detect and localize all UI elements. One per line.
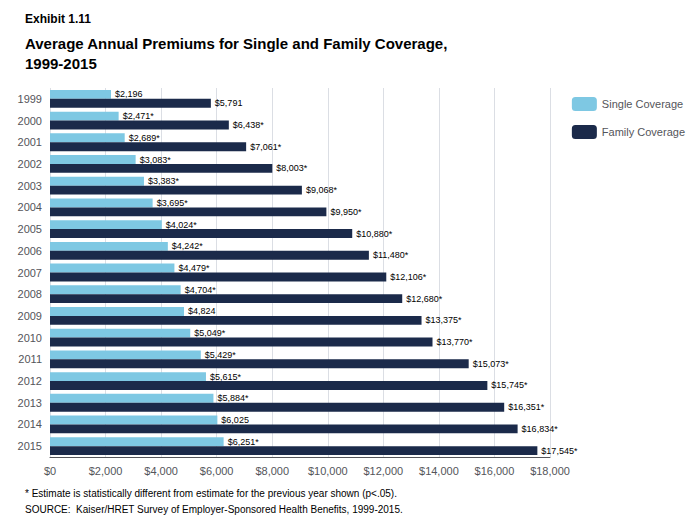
svg-text:$6,251*: $6,251* — [228, 437, 260, 447]
svg-text:$4,824: $4,824 — [188, 306, 216, 316]
svg-text:$12,000: $12,000 — [363, 465, 403, 477]
svg-text:2012: 2012 — [18, 375, 42, 387]
svg-text:2008: 2008 — [18, 288, 42, 300]
svg-text:2001: 2001 — [18, 136, 42, 148]
svg-text:Single Coverage: Single Coverage — [602, 98, 683, 110]
svg-text:$15,745*: $15,745* — [491, 380, 528, 390]
svg-text:$2,000: $2,000 — [89, 465, 123, 477]
svg-text:$16,834*: $16,834* — [522, 424, 559, 434]
svg-text:$2,471*: $2,471* — [123, 111, 155, 121]
svg-text:2015: 2015 — [18, 440, 42, 452]
svg-text:$15,073*: $15,073* — [473, 359, 510, 369]
svg-text:$4,024*: $4,024* — [166, 220, 198, 230]
svg-text:Average Annual Premiums for Si: Average Annual Premiums for Single and F… — [25, 35, 447, 52]
svg-text:2014: 2014 — [18, 418, 42, 430]
svg-text:2011: 2011 — [18, 353, 42, 365]
svg-text:$16,000: $16,000 — [475, 465, 515, 477]
svg-text:$10,880*: $10,880* — [356, 229, 393, 239]
svg-text:2007: 2007 — [18, 267, 42, 279]
svg-text:$0: $0 — [44, 465, 56, 477]
svg-text:$13,375*: $13,375* — [426, 315, 463, 325]
svg-text:$6,025: $6,025 — [221, 415, 249, 425]
svg-text:$4,000: $4,000 — [144, 465, 178, 477]
svg-text:$7,061*: $7,061* — [250, 142, 282, 152]
svg-text:2000: 2000 — [18, 115, 42, 127]
svg-text:2006: 2006 — [18, 245, 42, 257]
svg-text:$5,429*: $5,429* — [205, 350, 237, 360]
svg-text:Family Coverage: Family Coverage — [602, 126, 685, 138]
svg-text:2002: 2002 — [18, 158, 42, 170]
svg-text:$4,242*: $4,242* — [172, 241, 204, 251]
svg-text:2013: 2013 — [18, 397, 42, 409]
svg-text:$4,479*: $4,479* — [178, 263, 210, 273]
svg-text:2010: 2010 — [18, 332, 42, 344]
svg-text:$6,438*: $6,438* — [233, 120, 265, 130]
svg-text:2009: 2009 — [18, 310, 42, 322]
svg-text:$2,689*: $2,689* — [129, 133, 161, 143]
svg-text:2005: 2005 — [18, 223, 42, 235]
svg-text:SOURCE: Kaiser/HRET Survey of: SOURCE: Kaiser/HRET Survey of Employer-S… — [25, 504, 403, 515]
svg-text:$3,695*: $3,695* — [157, 198, 189, 208]
svg-text:$10,000: $10,000 — [308, 465, 348, 477]
svg-text:$9,950*: $9,950* — [330, 207, 362, 217]
svg-text:$5,791: $5,791 — [215, 98, 243, 108]
svg-text:$16,351*: $16,351* — [508, 402, 545, 412]
svg-text:$18,000: $18,000 — [530, 465, 570, 477]
svg-text:$4,704*: $4,704* — [185, 285, 217, 295]
svg-text:$6,000: $6,000 — [200, 465, 234, 477]
svg-text:$5,884*: $5,884* — [217, 393, 249, 403]
svg-text:$5,049*: $5,049* — [194, 328, 226, 338]
svg-text:$8,000: $8,000 — [255, 465, 289, 477]
svg-text:$5,615*: $5,615* — [210, 372, 242, 382]
svg-text:* Estimate is statistically di: * Estimate is statistically different fr… — [25, 488, 397, 499]
svg-text:$12,106*: $12,106* — [390, 272, 427, 282]
svg-text:2003: 2003 — [18, 180, 42, 192]
svg-text:$13,770*: $13,770* — [437, 337, 474, 347]
svg-text:$3,383*: $3,383* — [148, 176, 180, 186]
svg-text:1999-2015: 1999-2015 — [25, 55, 97, 72]
svg-text:$3,083*: $3,083* — [140, 155, 172, 165]
svg-text:$9,068*: $9,068* — [306, 185, 338, 195]
svg-text:Exhibit 1.11: Exhibit 1.11 — [25, 12, 91, 26]
svg-text:$2,196: $2,196 — [115, 89, 143, 99]
svg-text:2004: 2004 — [18, 201, 42, 213]
svg-text:$17,545*: $17,545* — [541, 446, 578, 456]
svg-text:$14,000: $14,000 — [419, 465, 459, 477]
svg-text:1999: 1999 — [18, 93, 42, 105]
svg-text:$11,480*: $11,480* — [373, 250, 409, 260]
svg-text:$12,680*: $12,680* — [406, 294, 443, 304]
svg-text:$8,003*: $8,003* — [276, 163, 308, 173]
